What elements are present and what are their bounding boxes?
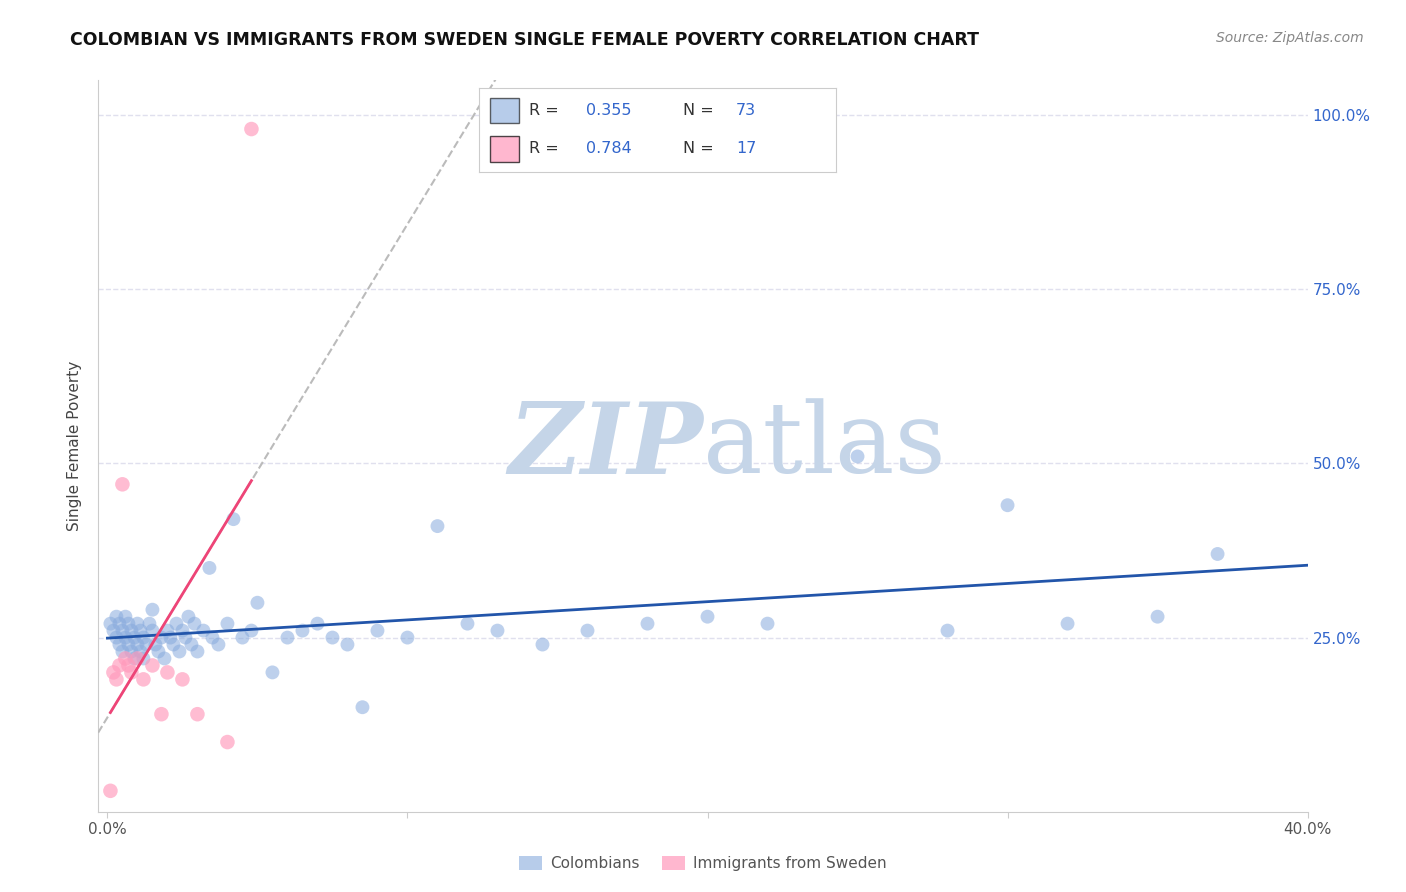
Point — [576, 624, 599, 638]
Point — [756, 616, 779, 631]
Point — [124, 651, 146, 665]
Point — [193, 624, 215, 638]
Point — [132, 651, 155, 665]
Point — [169, 644, 191, 658]
Point — [846, 450, 869, 464]
Point — [135, 638, 157, 652]
Point — [127, 638, 149, 652]
Point — [162, 638, 184, 652]
Point — [426, 519, 449, 533]
Point — [100, 784, 122, 798]
Point — [124, 631, 146, 645]
Point — [114, 631, 136, 645]
Point — [141, 658, 163, 673]
Point — [198, 561, 221, 575]
Point — [129, 644, 152, 658]
Point — [100, 616, 122, 631]
Point — [145, 638, 167, 652]
Point — [1146, 609, 1168, 624]
Point — [321, 631, 343, 645]
Point — [129, 624, 152, 638]
Point — [141, 624, 163, 638]
Point — [396, 631, 419, 645]
Point — [352, 700, 374, 714]
Point — [108, 616, 131, 631]
Point — [159, 631, 181, 645]
Point — [201, 631, 224, 645]
Point — [186, 707, 208, 722]
Point — [174, 631, 197, 645]
Point — [1056, 616, 1078, 631]
Point — [307, 616, 329, 631]
Point — [117, 658, 139, 673]
Y-axis label: Single Female Poverty: Single Female Poverty — [67, 361, 83, 531]
Point — [117, 638, 139, 652]
Text: Source: ZipAtlas.com: Source: ZipAtlas.com — [1216, 31, 1364, 45]
Point — [165, 616, 187, 631]
Point — [486, 624, 509, 638]
Point — [696, 609, 718, 624]
Point — [120, 624, 142, 638]
Point — [132, 631, 155, 645]
Point — [172, 673, 194, 687]
Point — [180, 638, 202, 652]
Point — [105, 631, 128, 645]
Point — [366, 624, 388, 638]
Point — [120, 644, 142, 658]
Point — [222, 512, 245, 526]
Point — [117, 616, 139, 631]
Point — [531, 638, 554, 652]
Point — [111, 624, 134, 638]
Text: atlas: atlas — [703, 398, 946, 494]
Point — [997, 498, 1019, 512]
Point — [156, 665, 179, 680]
Point — [108, 658, 131, 673]
Point — [240, 624, 263, 638]
Point — [103, 624, 125, 638]
Point — [111, 477, 134, 491]
Point — [637, 616, 659, 631]
Point — [172, 624, 194, 638]
Point — [127, 616, 149, 631]
Point — [114, 651, 136, 665]
Point — [153, 651, 176, 665]
Point — [108, 638, 131, 652]
Point — [336, 638, 359, 652]
Legend: Colombians, Immigrants from Sweden: Colombians, Immigrants from Sweden — [513, 850, 893, 877]
Point — [217, 616, 239, 631]
Text: COLOMBIAN VS IMMIGRANTS FROM SWEDEN SINGLE FEMALE POVERTY CORRELATION CHART: COLOMBIAN VS IMMIGRANTS FROM SWEDEN SING… — [70, 31, 980, 49]
Point — [105, 609, 128, 624]
Point — [291, 624, 314, 638]
Text: ZIP: ZIP — [508, 398, 703, 494]
Point — [105, 673, 128, 687]
Point — [240, 122, 263, 136]
Point — [120, 665, 142, 680]
Point — [138, 616, 160, 631]
Point — [177, 609, 200, 624]
Point — [150, 707, 173, 722]
Point — [156, 624, 179, 638]
Point — [141, 603, 163, 617]
Point — [246, 596, 269, 610]
Point — [111, 644, 134, 658]
Point — [114, 609, 136, 624]
Point — [262, 665, 284, 680]
Point — [183, 616, 205, 631]
Point — [132, 673, 155, 687]
Point — [456, 616, 478, 631]
Point — [217, 735, 239, 749]
Point — [276, 631, 298, 645]
Point — [207, 638, 229, 652]
Point — [936, 624, 959, 638]
Point — [150, 631, 173, 645]
Point — [103, 665, 125, 680]
Point — [186, 644, 208, 658]
Point — [148, 644, 170, 658]
Point — [127, 651, 149, 665]
Point — [1206, 547, 1229, 561]
Point — [231, 631, 253, 645]
